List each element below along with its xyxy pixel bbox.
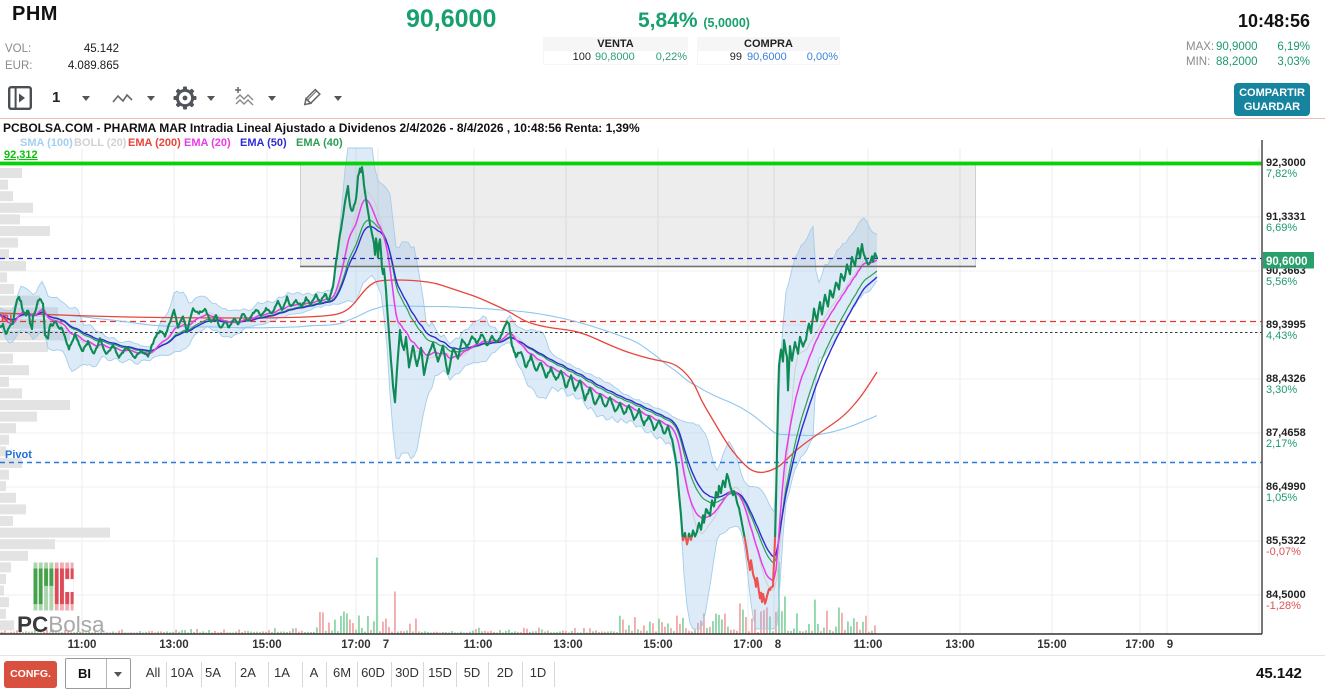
svg-text:BOLL (20): BOLL (20) (74, 137, 127, 149)
svg-text:4,43%: 4,43% (1266, 330, 1297, 342)
svg-text:11:00: 11:00 (854, 639, 883, 651)
svg-text:-1,28%: -1,28% (1266, 600, 1301, 612)
svg-text:11:00: 11:00 (464, 639, 493, 651)
svg-text:90,6000: 90,6000 (1266, 256, 1308, 268)
svg-text:Pivot: Pivot (5, 449, 32, 461)
svg-text:5,56%: 5,56% (1266, 276, 1297, 288)
svg-text:SMA (100): SMA (100) (20, 137, 73, 149)
svg-text:15:00: 15:00 (643, 639, 672, 651)
svg-text:17:00: 17:00 (733, 639, 762, 651)
svg-text:-0,07%: -0,07% (1266, 546, 1301, 558)
svg-text:EMA (40): EMA (40) (296, 137, 343, 149)
svg-text:PCBolsa: PCBolsa (17, 612, 105, 637)
svg-text:9: 9 (1167, 639, 1173, 651)
svg-text:86,4990: 86,4990 (1266, 481, 1306, 493)
svg-text:R!: R! (1, 313, 13, 325)
svg-text:EMA (200): EMA (200) (128, 137, 181, 149)
svg-text:11:00: 11:00 (68, 639, 97, 651)
svg-text:7,82%: 7,82% (1266, 168, 1297, 180)
svg-text:17:00: 17:00 (1125, 639, 1154, 651)
svg-text:87,4658: 87,4658 (1266, 427, 1306, 439)
svg-text:91,3331: 91,3331 (1266, 211, 1306, 223)
svg-text:84,5000: 84,5000 (1266, 589, 1306, 601)
svg-text:8: 8 (775, 639, 782, 651)
svg-text:15:00: 15:00 (252, 639, 281, 651)
svg-text:92,3000: 92,3000 (1266, 157, 1306, 169)
svg-text:85,5322: 85,5322 (1266, 535, 1306, 547)
svg-text:EMA (20): EMA (20) (184, 137, 231, 149)
svg-text:89,3995: 89,3995 (1266, 319, 1306, 331)
svg-text:15:00: 15:00 (1037, 639, 1066, 651)
svg-text:2,17%: 2,17% (1266, 438, 1297, 450)
svg-text:3,30%: 3,30% (1266, 384, 1297, 396)
svg-text:7: 7 (383, 639, 389, 651)
svg-text:PCBOLSA.COM - PHARMA MAR Intra: PCBOLSA.COM - PHARMA MAR Intradia Lineal… (3, 121, 640, 135)
svg-text:13:00: 13:00 (159, 639, 188, 651)
svg-text:13:00: 13:00 (945, 639, 974, 651)
svg-text:13:00: 13:00 (553, 639, 582, 651)
svg-text:92,312: 92,312 (4, 149, 38, 161)
svg-text:88,4326: 88,4326 (1266, 373, 1306, 385)
svg-text:17:00: 17:00 (341, 639, 370, 651)
svg-text:6,69%: 6,69% (1266, 222, 1297, 234)
svg-text:1,05%: 1,05% (1266, 492, 1297, 504)
svg-text:EMA (50): EMA (50) (240, 137, 287, 149)
